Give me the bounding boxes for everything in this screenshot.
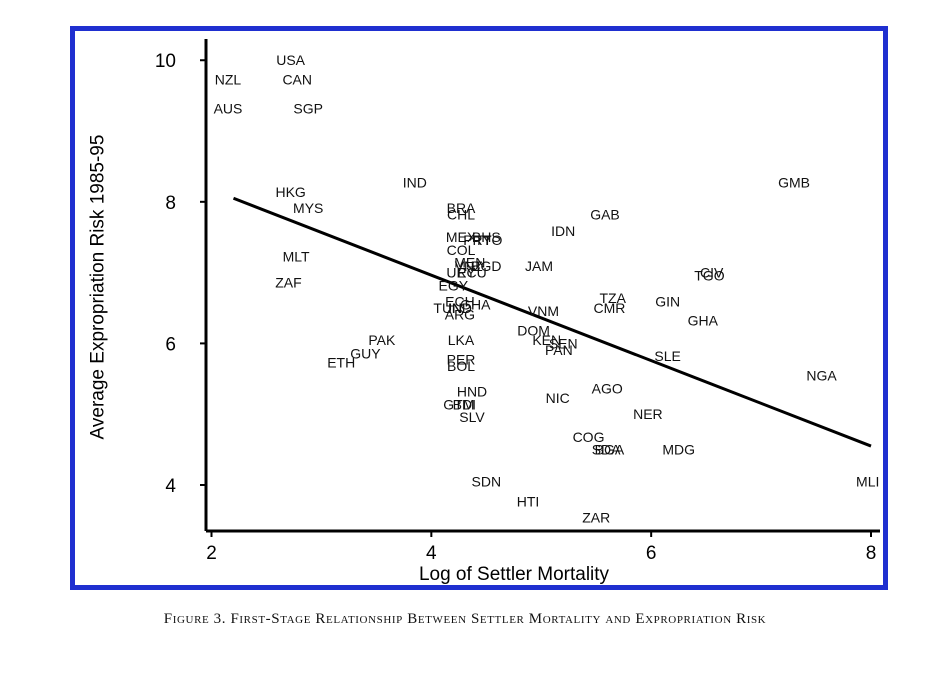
data-point-label: ARG — [445, 306, 475, 322]
data-point-label: BOL — [447, 358, 475, 374]
data-point-label: ETH — [327, 355, 355, 371]
data-point-label: PAN — [545, 342, 573, 358]
data-point-label: BGA — [595, 442, 625, 458]
data-point-label: TZA — [599, 290, 626, 306]
x-tick-label: 6 — [646, 543, 657, 564]
fit-line-layer — [232, 196, 872, 448]
data-point-label: GUY — [350, 345, 381, 361]
data-point-label: GMB — [778, 175, 810, 191]
data-point-label: CHL — [447, 207, 475, 223]
data-point-label: AGO — [592, 381, 623, 397]
y-axis-title: Average Expropriation Risk 1985-95 — [88, 135, 109, 440]
data-point-label: MEX — [446, 229, 477, 245]
data-point-label: AUS — [214, 100, 243, 116]
data-point-label: HND — [457, 384, 487, 400]
data-point-label: CAN — [282, 71, 312, 87]
data-point-label: BDI — [453, 396, 476, 412]
data-point-label: TTO — [475, 232, 503, 248]
data-point-label: GHA — [688, 313, 719, 329]
data-point-label: NGA — [806, 367, 837, 383]
data-point-label: GHA — [460, 296, 491, 312]
data-point-label: MEN — [454, 255, 485, 271]
data-point-label: IND — [403, 175, 427, 191]
data-point-label: SLE — [654, 348, 680, 364]
data-point-label: KEN — [532, 332, 561, 348]
data-point-label: VNM — [528, 303, 559, 319]
data-point-label: IDN — [551, 223, 575, 239]
data-point-label: HTI — [517, 493, 540, 509]
x-tick-label: 2 — [206, 543, 217, 564]
data-point-label: MYS — [293, 200, 323, 216]
data-point-label: GAB — [590, 207, 620, 223]
x-tick-label: 8 — [866, 543, 877, 564]
data-point-label: MDG — [662, 442, 695, 458]
data-point-label: TUN — [433, 300, 462, 316]
data-point-label: SDA — [592, 442, 621, 458]
data-point-label: PER — [447, 352, 476, 368]
data-point-label: URY — [446, 265, 476, 281]
data-point-label: ECH — [445, 294, 475, 310]
y-tick-label: 4 — [165, 476, 176, 497]
data-point-label: VNZ — [455, 258, 483, 274]
data-point-label: COG — [573, 429, 605, 445]
data-point-label: ZAR — [582, 510, 610, 526]
data-point-label: LKA — [448, 332, 475, 348]
data-point-label: HKG — [275, 184, 305, 200]
data-point-label: COL — [447, 242, 476, 258]
data-point-label: NZL — [215, 71, 242, 87]
figure-caption: Figure 3. First-Stage Relationship Betwe… — [163, 611, 767, 627]
data-point-label: CIV — [700, 265, 724, 281]
x-axis-title: Log of Settler Mortality — [419, 564, 610, 585]
data-point-label: DOM — [517, 323, 550, 339]
regression-line — [232, 196, 872, 448]
data-point-label: EGY — [439, 277, 469, 293]
data-point-label: SDN — [472, 473, 502, 489]
y-tick-label: 10 — [155, 51, 176, 72]
data-point-label: GIN — [655, 294, 680, 310]
data-point-label: SLV — [459, 409, 485, 425]
data-point-label: PAK — [368, 332, 396, 348]
data-point-label: ECU — [457, 265, 487, 281]
data-point-label: USA — [276, 52, 305, 68]
data-point-label: NIC — [546, 390, 570, 406]
x-tick-label: 4 — [426, 543, 437, 564]
figure-frame: 4 6 8 10 2 4 6 8 USA NZL CAN AUS SGP IND GMB HKG MYS BRA… — [70, 26, 888, 590]
data-point-label: BHS — [472, 229, 501, 245]
data-point-label: MLI — [856, 473, 879, 489]
data-point-label: NER — [633, 406, 663, 422]
y-tick-label: 8 — [165, 193, 176, 214]
data-point-label: IND — [448, 300, 472, 316]
y-tick-label: 6 — [165, 334, 176, 355]
data-point-label: GTM — [443, 396, 474, 412]
data-point-label: TGO — [694, 267, 724, 283]
data-point-label: BRA — [447, 200, 476, 216]
data-point-label: MLT — [283, 248, 310, 264]
data-point-label: PRY — [463, 232, 492, 248]
data-point-label: CMR — [593, 300, 625, 316]
data-point-label: BGD — [471, 258, 501, 274]
data-point-label: SGP — [293, 100, 323, 116]
axes: 4 6 8 10 2 4 6 8 — [155, 39, 880, 564]
data-point-label: SEN — [549, 335, 578, 351]
data-point-label: JAM — [525, 258, 553, 274]
data-point-label: ZAF — [275, 275, 301, 291]
